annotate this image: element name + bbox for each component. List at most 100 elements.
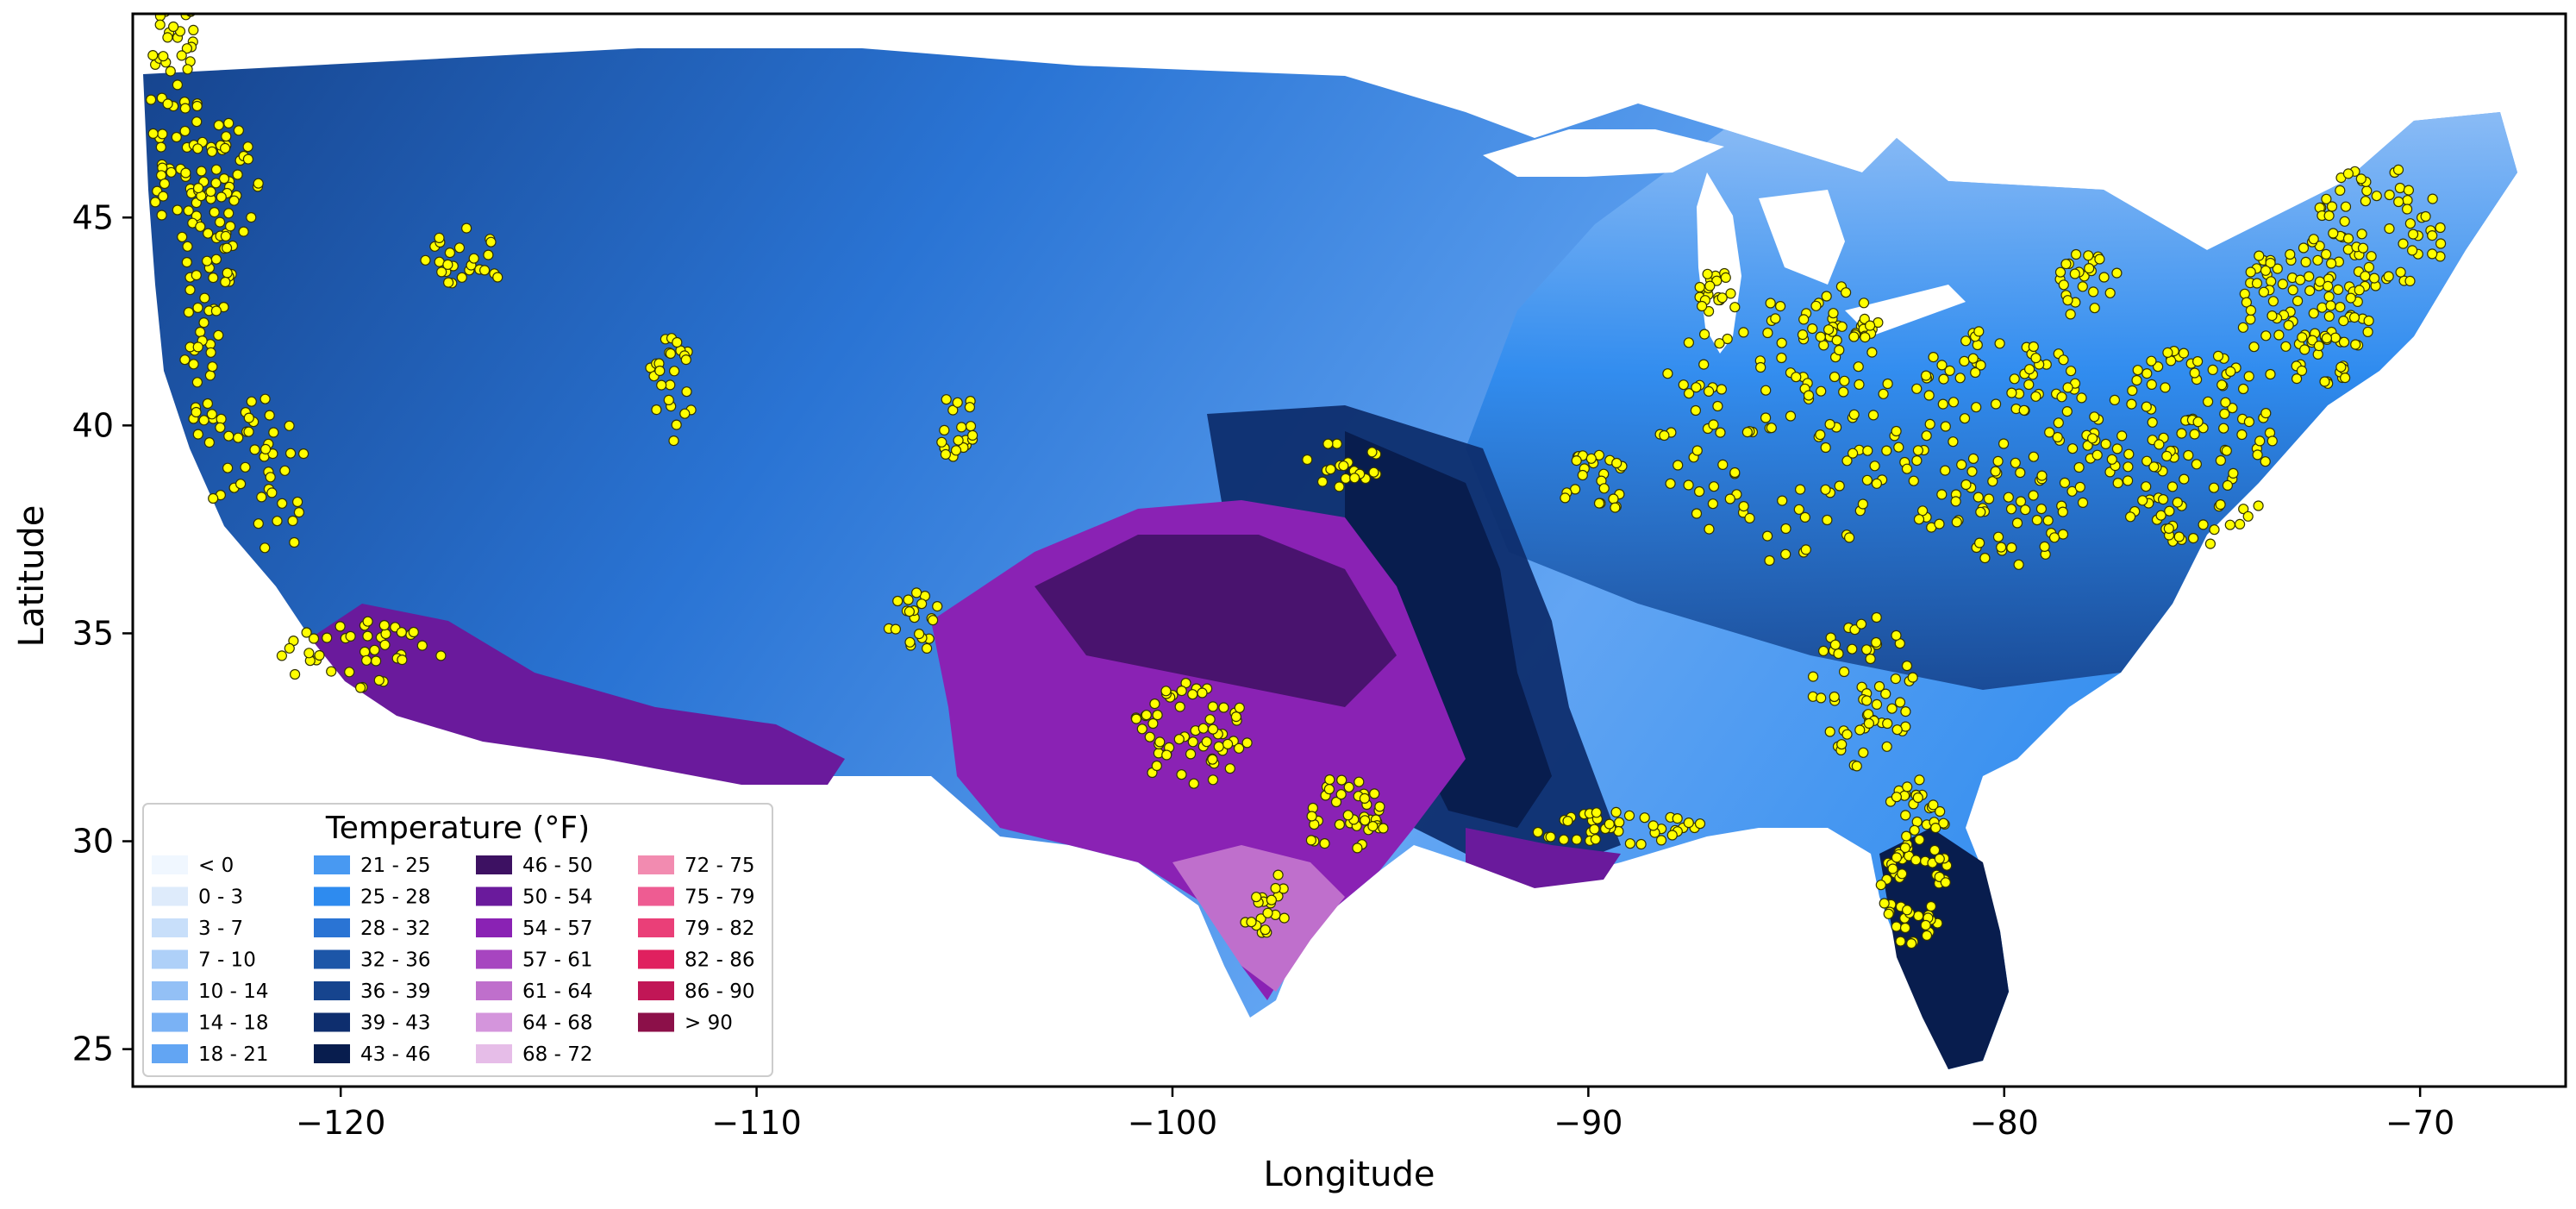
station-point <box>936 436 947 448</box>
station-point <box>1374 801 1385 812</box>
legend-label: 7 - 10 <box>198 949 256 972</box>
station-point <box>1729 467 1741 479</box>
legend-label: 68 - 72 <box>522 1043 592 1066</box>
station-point <box>172 204 183 216</box>
station-point <box>2260 330 2272 341</box>
station-point <box>1841 455 1853 467</box>
station-point <box>2189 367 2200 379</box>
station-point <box>2077 281 2088 292</box>
station-point <box>1858 298 1870 309</box>
station-point <box>2009 373 2020 385</box>
station-point <box>2265 257 2276 269</box>
land-florida <box>1879 828 2009 1069</box>
station-point <box>1224 763 1235 774</box>
station-point <box>1795 484 1806 495</box>
station-point <box>2243 417 2254 428</box>
legend-label: 72 - 75 <box>685 855 754 877</box>
station-point <box>183 307 194 318</box>
station-point <box>1708 419 1719 430</box>
station-point <box>442 277 454 288</box>
station-point <box>2371 191 2382 202</box>
station-point <box>1334 481 1345 492</box>
station-point <box>159 178 170 190</box>
station-point <box>2329 332 2341 343</box>
station-point <box>1891 630 1902 642</box>
station-point <box>260 443 272 455</box>
station-point <box>2039 541 2050 553</box>
station-point <box>2066 366 2077 377</box>
station-point <box>1635 838 1647 850</box>
station-point <box>2221 445 2232 456</box>
station-point <box>2141 368 2153 379</box>
station-point <box>2254 435 2266 447</box>
station-point <box>213 120 224 131</box>
station-point <box>1983 493 1995 504</box>
station-point <box>1234 702 1245 713</box>
station-point <box>916 598 928 610</box>
station-point <box>1233 742 1245 754</box>
station-point <box>1873 680 1885 692</box>
station-point <box>2052 431 2063 443</box>
station-point <box>1738 500 1749 512</box>
station-point <box>2053 417 2064 429</box>
station-point <box>1973 326 1985 337</box>
station-point <box>396 627 407 638</box>
station-point <box>1770 313 1781 324</box>
station-point <box>2011 517 2023 529</box>
station-point <box>2340 373 2351 384</box>
station-point <box>2060 259 2072 270</box>
station-point <box>308 633 320 644</box>
legend-swatch <box>638 981 674 1000</box>
station-point <box>1222 738 1234 750</box>
legend-label: 25 - 28 <box>360 886 430 909</box>
station-point <box>939 424 950 435</box>
station-point <box>1722 333 1733 345</box>
station-point <box>2242 511 2254 522</box>
station-point <box>1577 469 1588 481</box>
station-point <box>2123 461 2134 473</box>
station-point <box>1610 502 1621 513</box>
station-point <box>2204 538 2216 549</box>
station-point <box>1871 478 1882 489</box>
station-point <box>264 410 275 421</box>
station-point <box>1711 275 1723 286</box>
station-point <box>1848 409 1860 420</box>
station-points <box>146 14 2447 949</box>
station-point <box>2356 229 2367 240</box>
legend-label: 36 - 39 <box>360 980 430 1003</box>
station-point <box>1793 504 1804 515</box>
station-point <box>2100 438 2111 450</box>
station-point <box>303 648 315 659</box>
station-point <box>492 272 503 283</box>
station-point <box>1938 373 1949 385</box>
station-point <box>1841 287 1852 298</box>
station-point <box>191 100 203 112</box>
station-point <box>1331 438 1342 449</box>
station-point <box>2030 353 2041 364</box>
station-point <box>292 496 303 508</box>
station-point <box>1936 360 1948 371</box>
station-point <box>2147 417 2158 428</box>
station-point <box>1207 754 1218 765</box>
station-point <box>2089 303 2100 314</box>
station-point <box>215 216 226 228</box>
station-point <box>1665 478 1676 489</box>
station-point <box>1662 368 1673 379</box>
station-point <box>2265 368 2276 380</box>
station-point <box>209 207 220 218</box>
station-point <box>301 627 312 638</box>
station-point <box>2319 376 2330 387</box>
station-point <box>2216 379 2228 391</box>
station-point <box>1858 747 1869 758</box>
station-point <box>1914 834 1925 845</box>
station-point <box>2403 185 2414 196</box>
station-point <box>1678 379 1689 391</box>
station-point <box>2030 391 2041 402</box>
station-point <box>2407 245 2418 256</box>
station-point <box>1923 390 1935 401</box>
station-point <box>2111 443 2123 454</box>
station-point <box>1808 671 1819 682</box>
station-point <box>1322 438 1334 449</box>
station-point <box>256 492 267 503</box>
station-point <box>941 394 952 405</box>
